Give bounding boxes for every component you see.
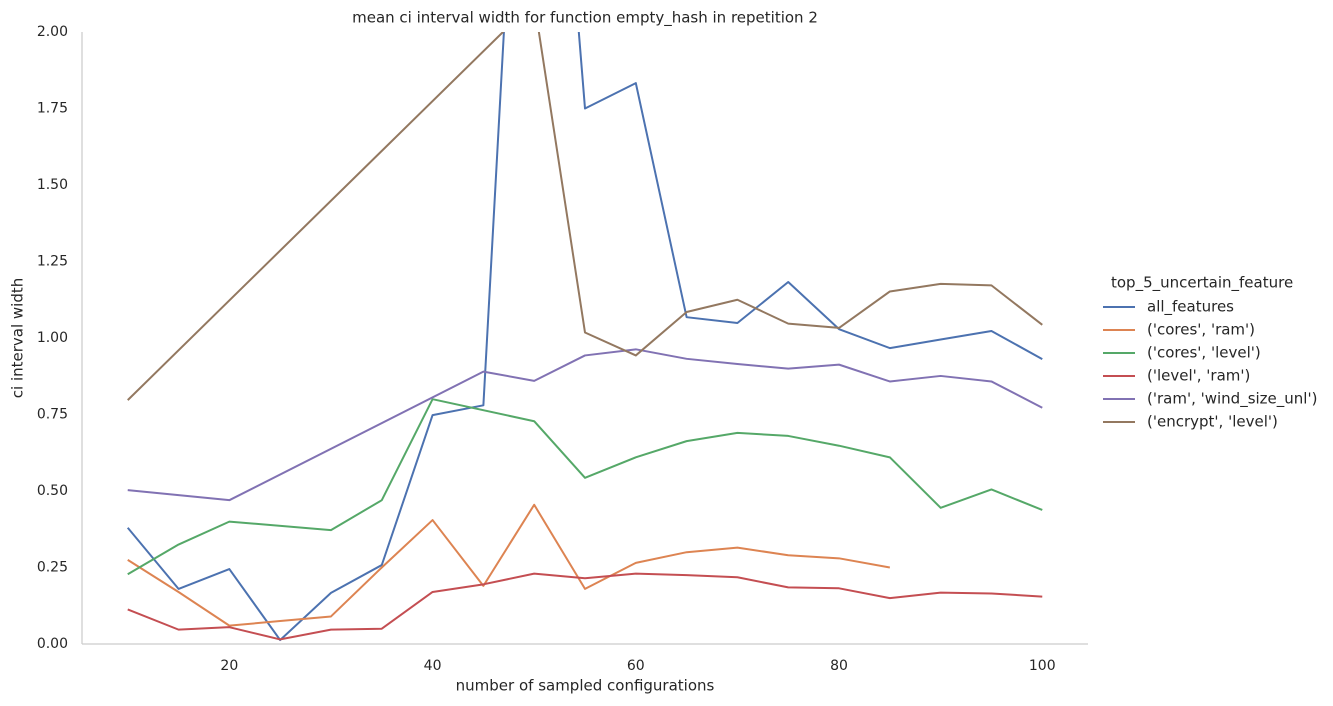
series-line <box>127 398 1043 576</box>
y-tick-label: 0.50 <box>37 483 68 499</box>
y-tick-label: 2.00 <box>37 24 68 40</box>
legend-label: ('encrypt', 'level') <box>1147 413 1278 431</box>
y-tick-label: 1.25 <box>37 254 68 270</box>
series-line <box>127 32 1043 401</box>
legend-title: top_5_uncertain_feature <box>1111 274 1293 293</box>
legend-label: ('ram', 'wind_size_unl') <box>1147 390 1317 409</box>
series-line <box>126 32 1043 642</box>
series-line <box>127 348 1043 502</box>
y-tick-label: 0.25 <box>37 560 68 576</box>
x-tick-label: 80 <box>830 658 848 674</box>
y-tick-label: 0.00 <box>37 636 68 652</box>
y-tick-label: 1.75 <box>37 101 68 117</box>
chart-title: mean ci interval width for function empt… <box>352 9 818 28</box>
plot-area <box>126 32 1043 642</box>
y-tick-label: 1.00 <box>37 330 68 346</box>
series-line <box>127 503 891 627</box>
x-tick-label: 40 <box>424 658 442 674</box>
legend-label: all_features <box>1147 298 1234 317</box>
legend-label: ('cores', 'level') <box>1147 344 1261 362</box>
legend-label: ('level', 'ram') <box>1147 367 1250 385</box>
x-axis-label: number of sampled configurations <box>456 677 715 695</box>
series-line <box>127 572 1043 641</box>
y-tick-label: 0.75 <box>37 407 68 423</box>
x-tick-label: 60 <box>627 658 645 674</box>
y-tick-label: 1.50 <box>37 177 68 193</box>
x-tick-label: 20 <box>220 658 238 674</box>
y-axis-label: ci interval width <box>9 278 27 398</box>
legend-label: ('cores', 'ram') <box>1147 321 1255 339</box>
x-tick-label: 100 <box>1029 658 1056 674</box>
